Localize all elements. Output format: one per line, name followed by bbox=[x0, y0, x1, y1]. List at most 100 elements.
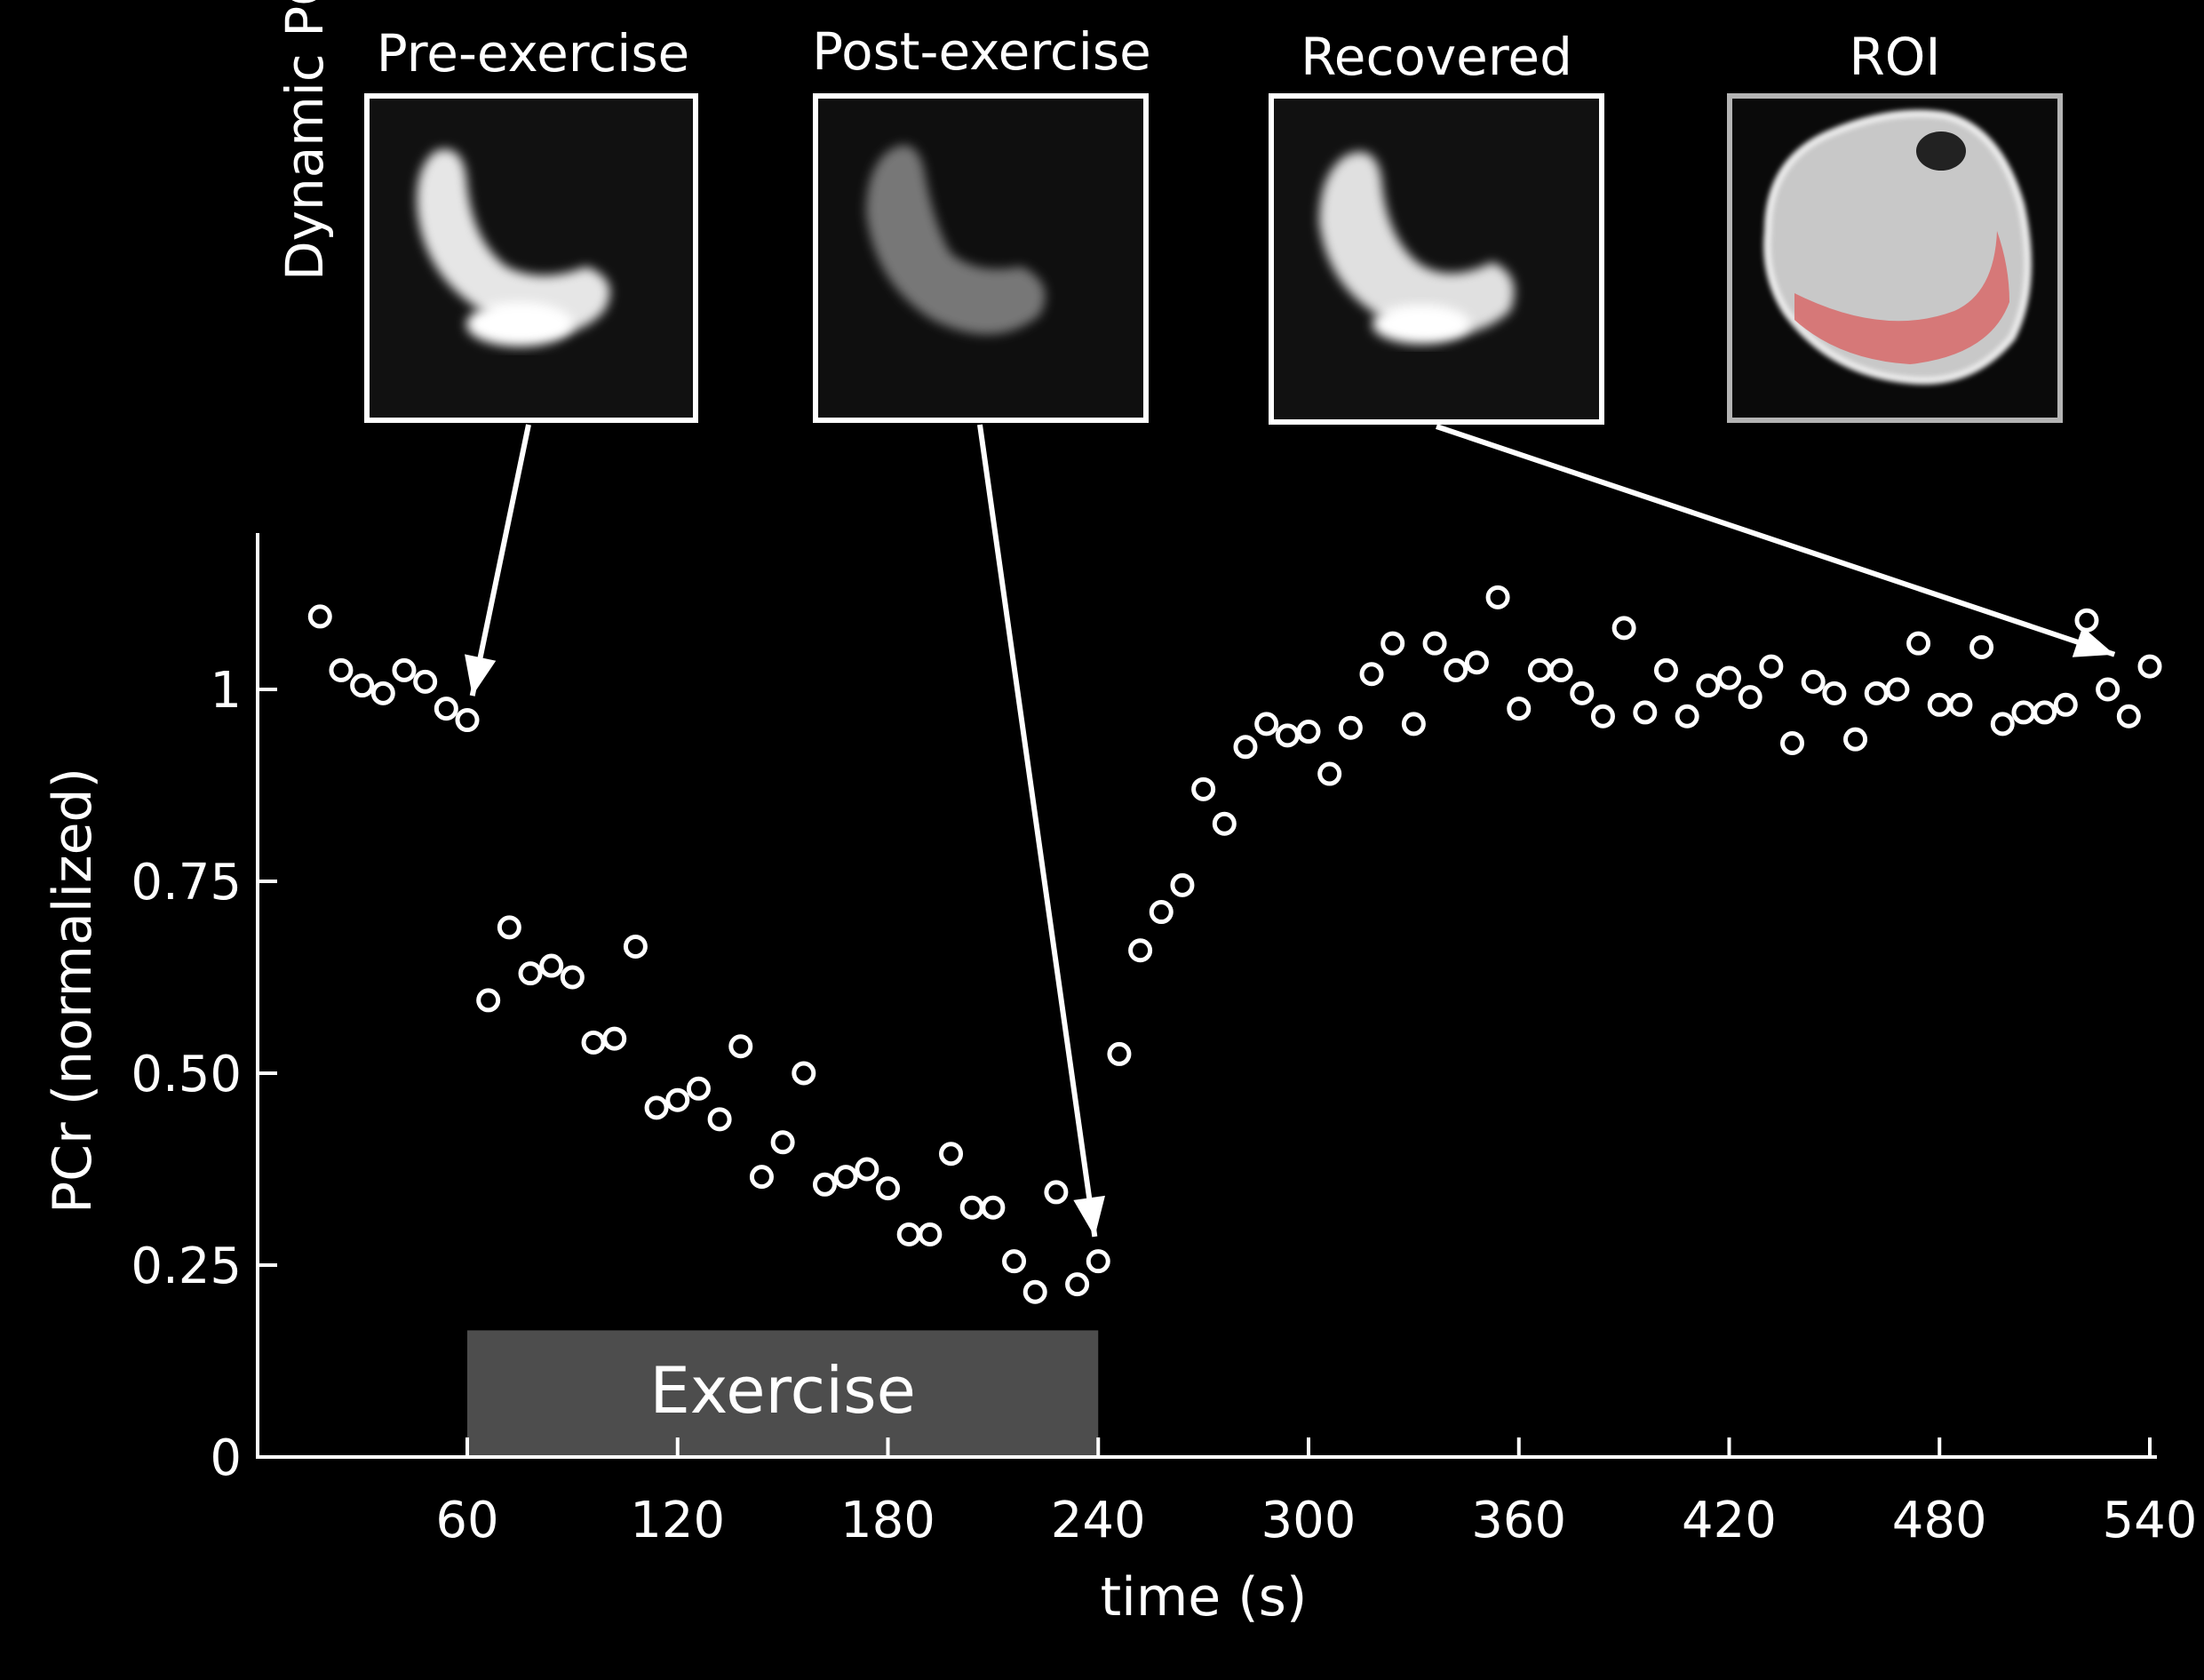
data-point bbox=[518, 961, 543, 986]
data-point bbox=[1570, 681, 1595, 705]
data-point bbox=[1296, 720, 1321, 744]
x-tick-label: 60 bbox=[435, 1492, 498, 1549]
data-point bbox=[1338, 715, 1363, 740]
data-point bbox=[1191, 776, 1216, 801]
data-point bbox=[812, 1172, 837, 1197]
data-point bbox=[1653, 657, 1678, 682]
data-point bbox=[2033, 700, 2057, 725]
exercise-period-bar bbox=[467, 1330, 1099, 1457]
data-point bbox=[1527, 657, 1552, 682]
leg-cross-section-image bbox=[1763, 109, 2032, 385]
data-point bbox=[707, 1107, 732, 1132]
insets-row-label: Dynamic PCr bbox=[275, 0, 335, 281]
data-point bbox=[1927, 692, 1952, 717]
data-point bbox=[329, 657, 354, 682]
data-point bbox=[413, 669, 438, 694]
data-point bbox=[1065, 1272, 1090, 1297]
inset-roi: ROI bbox=[1727, 27, 2063, 423]
data-point bbox=[623, 934, 648, 959]
y-tick-label: 0.75 bbox=[131, 854, 242, 912]
data-point bbox=[2074, 608, 2099, 633]
data-point bbox=[1948, 692, 1973, 717]
arrow-recovered bbox=[1436, 424, 2116, 657]
data-point bbox=[1717, 665, 1741, 690]
data-point bbox=[1233, 735, 1258, 760]
data-point bbox=[455, 708, 480, 733]
data-point bbox=[981, 1195, 1006, 1220]
data-point bbox=[1128, 938, 1153, 963]
inset-post-exercise: Post-exercise bbox=[812, 21, 1151, 423]
data-point bbox=[770, 1130, 795, 1155]
arrow-post-exercise bbox=[977, 424, 1098, 1238]
pcr-signal-image-pre bbox=[417, 149, 610, 346]
data-point bbox=[476, 988, 501, 1013]
inset-title-recovered: Recovered bbox=[1301, 27, 1572, 87]
data-point bbox=[2011, 700, 2036, 725]
plot-area: Exercise 60 120 180 240 300 360 420 480 540 0 0.25 0… bbox=[42, 533, 2197, 1628]
x-tick-label: 180 bbox=[840, 1492, 935, 1549]
data-point bbox=[2116, 704, 2141, 729]
data-point bbox=[560, 965, 585, 990]
arrow-post-exercise-head bbox=[1073, 1195, 1105, 1237]
data-point bbox=[1401, 712, 1426, 736]
data-point bbox=[539, 953, 564, 978]
x-tick-label: 300 bbox=[1261, 1492, 1357, 1549]
data-point bbox=[1275, 723, 1300, 748]
data-point bbox=[1359, 662, 1384, 687]
data-point bbox=[665, 1087, 690, 1112]
data-point bbox=[1611, 616, 1636, 641]
x-tick-label: 480 bbox=[1892, 1492, 1987, 1549]
x-tick-label: 120 bbox=[630, 1492, 725, 1549]
data-point bbox=[1843, 727, 1868, 752]
data-point bbox=[918, 1222, 943, 1246]
data-point bbox=[833, 1165, 858, 1190]
data-point bbox=[1002, 1249, 1027, 1274]
data-point bbox=[959, 1195, 984, 1220]
data-point bbox=[1254, 712, 1279, 736]
data-point bbox=[1633, 700, 1658, 725]
data-point bbox=[1696, 673, 1721, 698]
inset-title-roi: ROI bbox=[1849, 27, 1940, 87]
roi-mask bbox=[1794, 231, 2009, 364]
x-tick-label: 240 bbox=[1051, 1492, 1146, 1549]
exercise-label: Exercise bbox=[649, 1353, 916, 1428]
x-tick-label: 360 bbox=[1471, 1492, 1566, 1549]
data-point bbox=[1675, 704, 1699, 729]
inset-recovered: Recovered bbox=[1269, 27, 1604, 425]
data-point bbox=[1317, 761, 1342, 786]
data-point bbox=[2053, 692, 2078, 717]
data-point bbox=[602, 1026, 627, 1051]
data-point bbox=[1485, 585, 1510, 609]
arrow-pre-exercise-head bbox=[465, 654, 497, 697]
inset-images: Dynamic PCr Pre-exercise Post-exercise R… bbox=[275, 0, 2063, 425]
data-point bbox=[1822, 681, 1847, 705]
data-point bbox=[1170, 872, 1195, 897]
data-point bbox=[1022, 1279, 1047, 1304]
y-tick-label: 0.25 bbox=[131, 1238, 242, 1295]
data-point bbox=[686, 1076, 711, 1101]
data-point bbox=[1212, 811, 1237, 836]
inset-title-post-exercise: Post-exercise bbox=[812, 21, 1151, 82]
data-point bbox=[1780, 730, 1805, 755]
data-point bbox=[1990, 712, 2015, 736]
pcr-signal-image-recovered bbox=[1319, 151, 1515, 344]
data-point bbox=[1738, 685, 1762, 710]
data-point bbox=[749, 1165, 774, 1190]
data-point bbox=[896, 1222, 921, 1246]
data-point bbox=[1044, 1180, 1069, 1205]
data-point bbox=[1422, 631, 1447, 656]
data-point bbox=[876, 1176, 900, 1201]
y-tick-label: 0.50 bbox=[131, 1046, 242, 1103]
data-point bbox=[2096, 677, 2120, 702]
arrow-recovered-head bbox=[2072, 626, 2115, 657]
data-point bbox=[307, 604, 332, 629]
data-point bbox=[939, 1142, 964, 1166]
data-point bbox=[792, 1061, 816, 1086]
data-point bbox=[392, 657, 417, 682]
data-point bbox=[350, 673, 375, 698]
data-point bbox=[1590, 704, 1615, 729]
data-point bbox=[370, 681, 395, 705]
inset-title-pre-exercise: Pre-exercise bbox=[377, 23, 690, 84]
data-point bbox=[434, 697, 458, 721]
data-point bbox=[1801, 669, 1826, 694]
